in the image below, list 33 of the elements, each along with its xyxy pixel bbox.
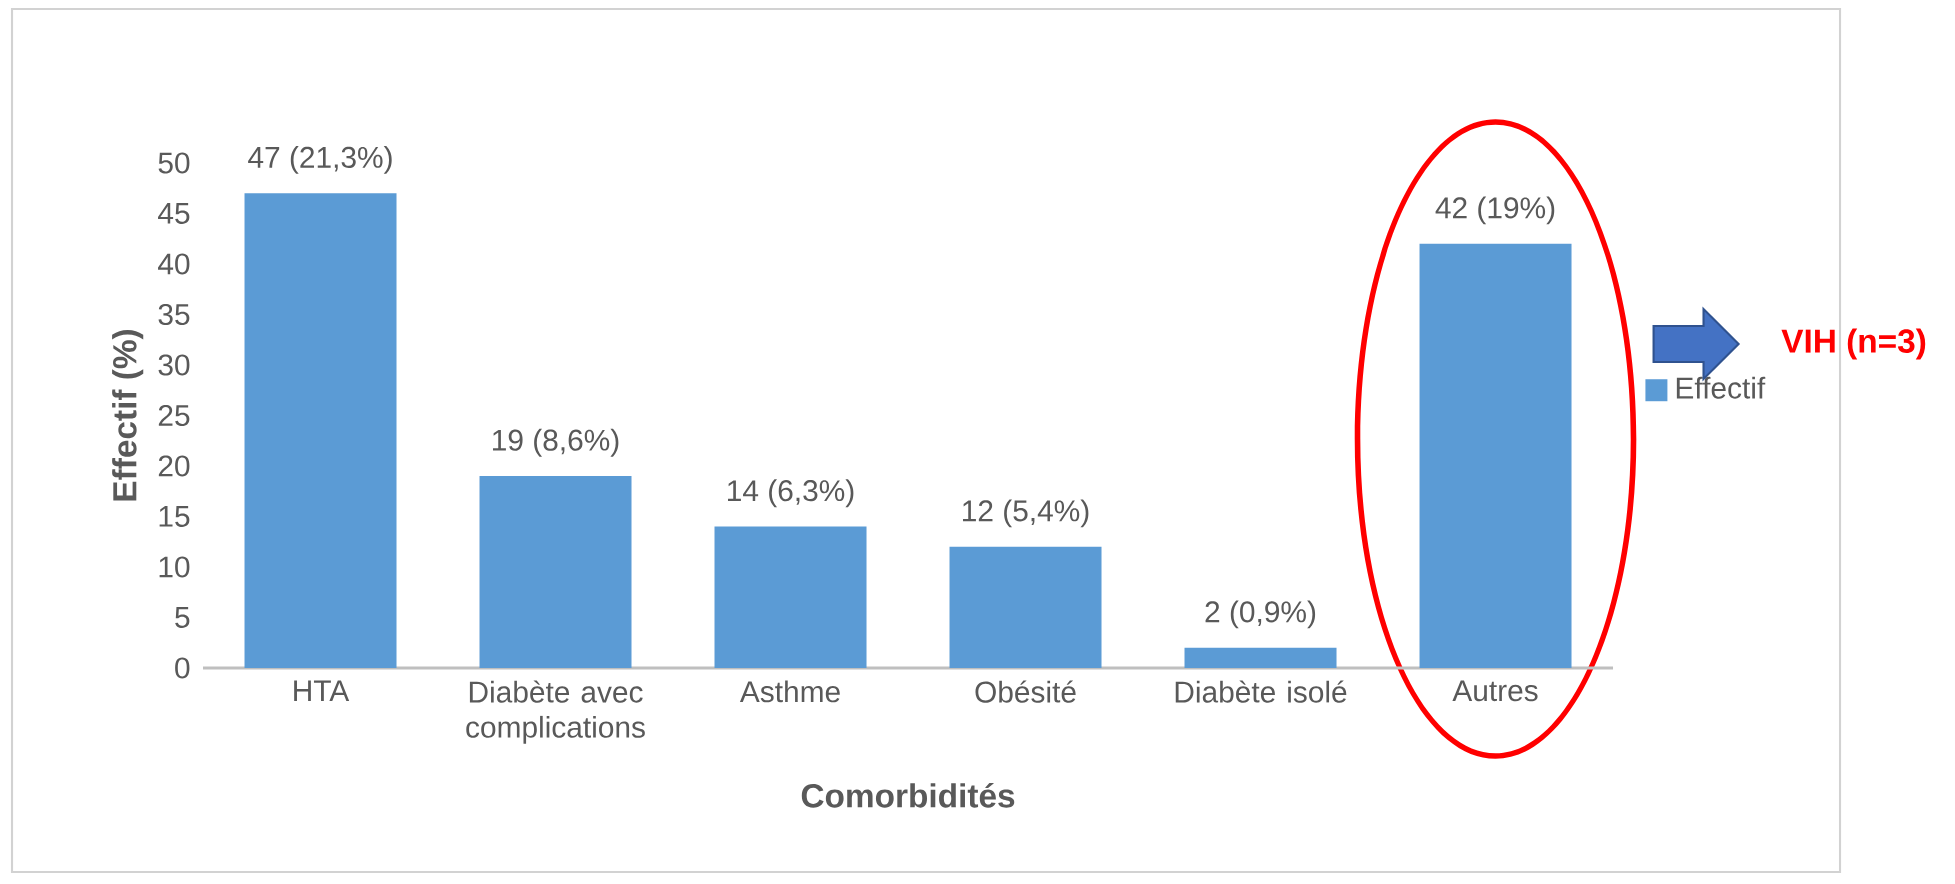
bar (244, 193, 397, 668)
y-tick-label: 45 (158, 203, 190, 224)
x-tick-label: Obésité (975, 680, 1076, 703)
x-tick-label: Asthme (739, 680, 840, 703)
y-tick-label: 0 (175, 657, 190, 679)
y-tick-label: 30 (158, 354, 190, 376)
data-label: 12 (5,4%) (963, 499, 1089, 528)
x-tick-label: Diabète avec complications (466, 680, 645, 744)
y-tick-label: 5 (175, 607, 190, 628)
y-tick-label: 35 (158, 303, 190, 326)
bar (479, 476, 632, 668)
bar (1184, 647, 1337, 668)
data-label: 47 (21,3%) (248, 145, 392, 174)
data-label: 19 (8,6%) (493, 428, 619, 457)
bar (1419, 243, 1572, 668)
y-tick-label: 50 (158, 152, 190, 174)
legend-label: Effectif (1676, 376, 1766, 399)
y-tick-label: 10 (159, 556, 190, 578)
bar (714, 526, 867, 668)
y-tick-label: 25 (158, 404, 190, 427)
x-tick-label: Diabète isolé (1175, 680, 1347, 703)
y-tick-label: 40 (158, 253, 190, 275)
x-tick-label: Autres (1452, 680, 1538, 702)
y-tick-label: 15 (159, 506, 190, 527)
y-axis-title: Effectif (%) (112, 329, 144, 501)
bar (949, 546, 1102, 668)
data-label: 14 (6,3%) (728, 479, 854, 508)
data-label: 2 (0,9%) (1205, 600, 1316, 629)
x-axis-title: Comorbidités (801, 782, 1015, 808)
x-tick-label: HTA (294, 680, 350, 701)
data-label: 42 (19%) (1435, 196, 1555, 225)
y-tick-label: 20 (158, 455, 190, 477)
text: VIH (n=3) (1781, 328, 1926, 360)
